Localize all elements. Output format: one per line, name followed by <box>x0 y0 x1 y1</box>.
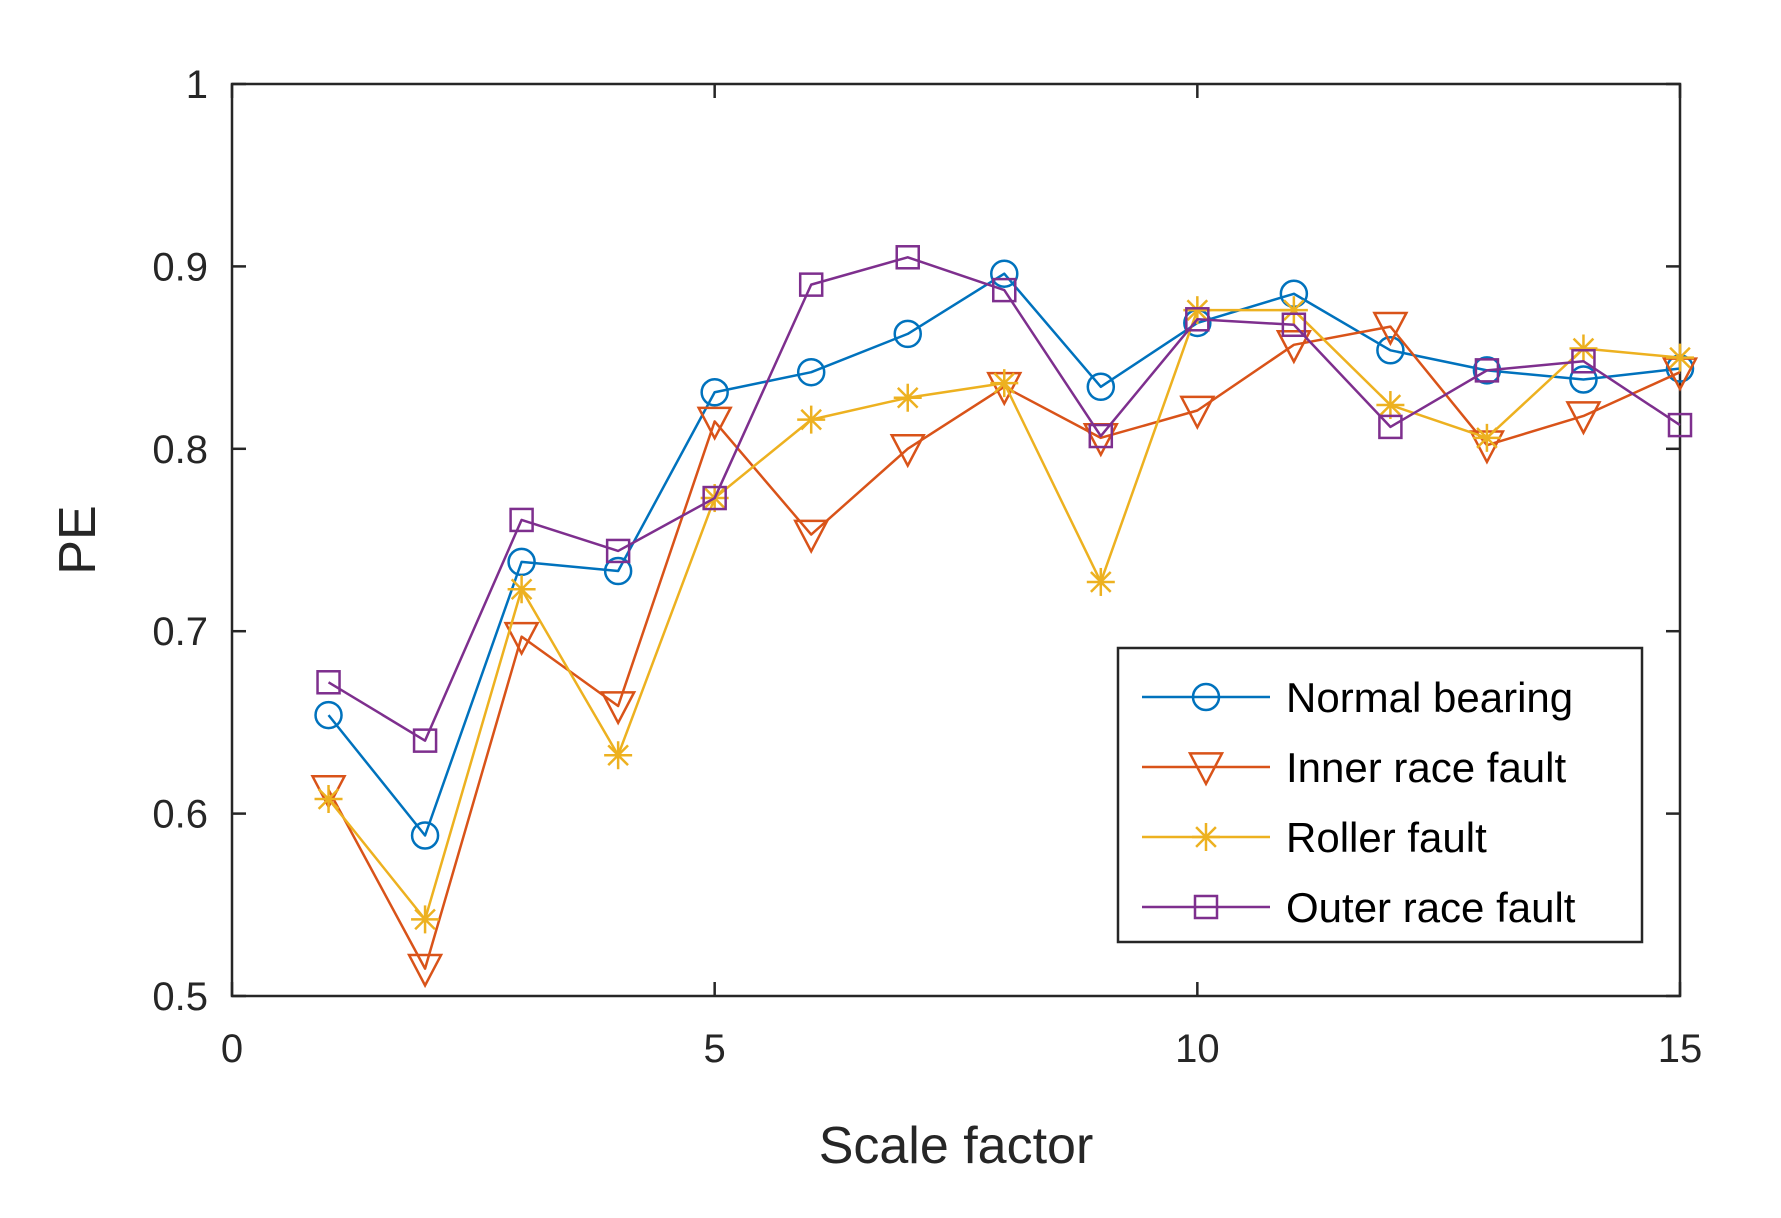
roller-fault-point <box>604 741 633 770</box>
legend-label: Inner race fault <box>1286 744 1566 791</box>
legend-label: Normal bearing <box>1286 674 1573 721</box>
roller-fault-point <box>1279 296 1308 325</box>
series-normal-bearing <box>314 259 1695 850</box>
outer-race-fault-point <box>1088 423 1114 449</box>
outer-race-fault-point <box>509 507 534 533</box>
roller-fault-point <box>1472 423 1501 452</box>
y-tick-label: 0.6 <box>152 793 208 837</box>
outer-race-fault-point <box>895 245 920 270</box>
inner-race-fault-point <box>1565 401 1602 436</box>
outer-race-fault-point <box>1281 312 1307 338</box>
roller-fault-point <box>314 785 343 814</box>
roller-fault-point <box>893 383 922 412</box>
roller-fault-point <box>1569 334 1598 363</box>
outer-race-fault-point <box>605 538 631 564</box>
legend: Normal bearing Inner race fault Roller fau… <box>1116 646 1644 944</box>
outer-race-fault-point <box>798 272 824 297</box>
roller-fault-point <box>990 369 1019 398</box>
roller-fault-point <box>797 405 826 434</box>
inner-race-fault-point <box>1179 395 1216 430</box>
x-tick-label: 0 <box>221 1027 243 1071</box>
normal-bearing-point <box>796 357 826 387</box>
outer-race-fault-point <box>1474 358 1500 383</box>
axis-ticks <box>230 82 1682 998</box>
legend-item-outer-race-fault: Outer race fault <box>1142 884 1576 931</box>
tick-labels: 0 5 10 15 0.5 0.6 0.7 0.8 0.9 1 <box>152 63 1702 1071</box>
series-outer-race-fault <box>316 245 1693 753</box>
outer-race-fault-point <box>1667 412 1693 438</box>
x-tick-label: 5 <box>704 1027 726 1071</box>
roller-fault-point <box>507 575 536 604</box>
y-tick-label: 0.7 <box>152 610 208 654</box>
series-roller-fault <box>314 296 1694 934</box>
legend-item-roller-fault: Roller fault <box>1142 814 1487 861</box>
y-tick-label: 1 <box>186 63 208 107</box>
roller-fault-point <box>411 905 440 934</box>
outer-race-fault-point <box>316 670 341 695</box>
roller-fault-point <box>1376 391 1405 420</box>
legend-marker <box>1193 894 1219 920</box>
legend-label: Outer race fault <box>1286 884 1576 931</box>
x-tick-label: 15 <box>1658 1027 1703 1071</box>
inner-race-fault-point <box>1372 311 1409 347</box>
normal-bearing-point <box>990 259 1019 288</box>
roller-fault-point <box>1183 296 1212 325</box>
outer-race-fault-point <box>1378 414 1403 440</box>
normal-bearing-point <box>1569 365 1598 394</box>
inner-race-fault-point <box>406 953 444 989</box>
y-tick-label: 0.5 <box>152 975 208 1019</box>
outer-race-fault-point <box>1185 307 1210 332</box>
normal-bearing-line <box>327 272 1681 837</box>
normal-bearing-point <box>507 547 536 577</box>
inner-race-fault-point <box>793 519 830 555</box>
normal-bearing-point <box>1086 372 1116 402</box>
outer-race-fault-line <box>327 256 1681 742</box>
x-tick-label: 10 <box>1175 1027 1220 1071</box>
normal-bearing-point <box>1376 336 1405 365</box>
inner-race-fault-point <box>503 621 540 657</box>
outer-race-fault-point <box>1571 348 1596 374</box>
normal-bearing-point <box>314 700 343 730</box>
normal-bearing-point <box>700 378 729 407</box>
inner-race-fault-point <box>600 691 637 726</box>
normal-bearing-point <box>410 821 440 850</box>
normal-bearing-point <box>603 556 633 586</box>
inner-race-fault-point <box>696 406 733 441</box>
legend-item-normal-bearing: Normal bearing <box>1142 674 1573 721</box>
y-axis-label: PE <box>49 505 107 574</box>
x-axis-label: Scale factor <box>819 1117 1094 1175</box>
outer-race-fault-point <box>412 728 438 753</box>
legend-label: Roller fault <box>1286 814 1487 861</box>
inner-race-fault-point <box>889 433 926 469</box>
legend-item-inner-race-fault: Inner race fault <box>1142 744 1566 791</box>
roller-fault-point <box>1086 567 1115 596</box>
outer-race-fault-point <box>702 485 727 511</box>
legend-marker <box>1187 752 1225 787</box>
y-tick-label: 0.9 <box>152 245 208 289</box>
y-tick-label: 0.8 <box>152 428 208 472</box>
legend-marker <box>1192 823 1220 851</box>
legend-marker <box>1191 682 1221 712</box>
inner-race-fault-point <box>1275 329 1312 365</box>
roller-fault-point <box>1666 343 1694 372</box>
series-layer <box>310 245 1699 989</box>
normal-bearing-point <box>893 319 922 349</box>
outer-race-fault-point <box>992 277 1017 303</box>
